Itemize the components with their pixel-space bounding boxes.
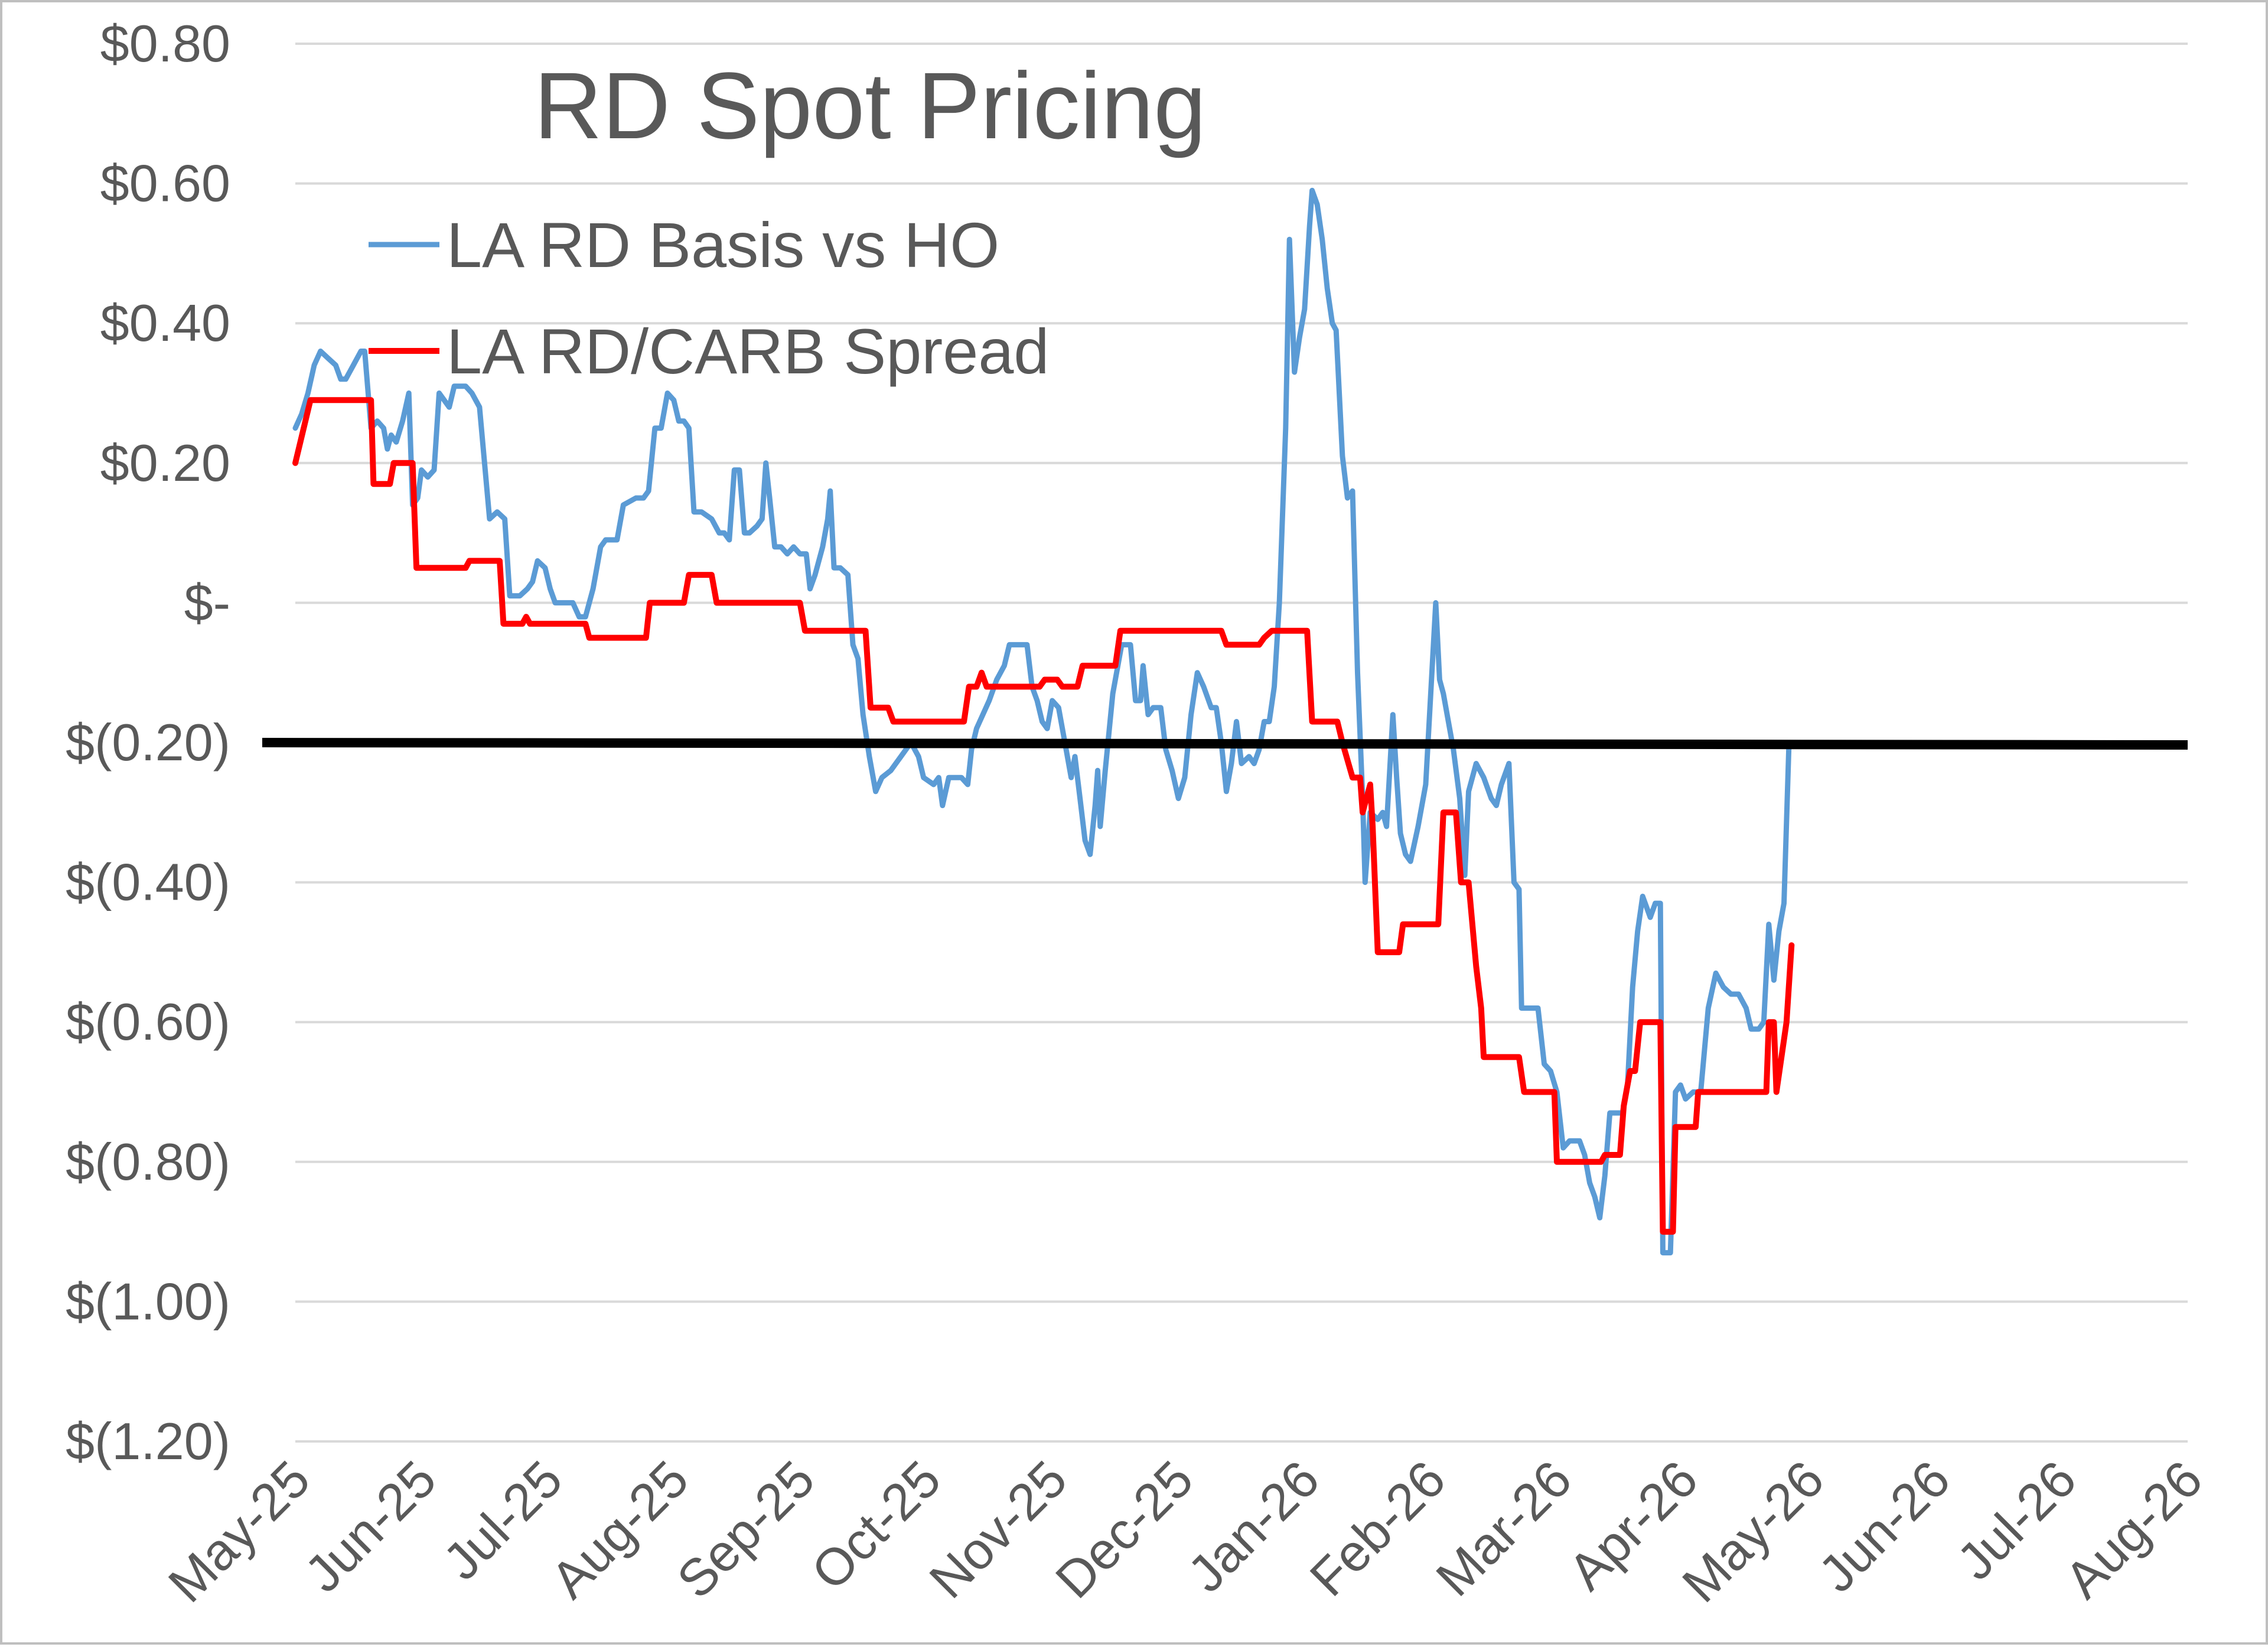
x-tick-label: Mar-26: [1425, 1449, 1582, 1607]
reference-line: [262, 738, 2188, 750]
y-tick-label: $0.40: [100, 294, 230, 352]
series-line-1: [292, 187, 1795, 1256]
chart-title: RD Spot Pricing: [534, 53, 1206, 158]
x-tick-label: Sep-25: [666, 1449, 826, 1609]
x-tick-label: Aug-25: [540, 1449, 700, 1609]
x-tick-label: Jun-26: [1807, 1449, 1961, 1603]
series-line-2: [292, 397, 1795, 1235]
legend: LA RD Basis vs HO LA RD/CARB Spread: [369, 209, 1049, 387]
y-tick-label: $(0.40): [66, 853, 230, 912]
series-lines: [292, 187, 1795, 1256]
x-tick-label: Nov-25: [918, 1449, 1078, 1609]
y-axis: $0.80 $0.60 $0.40 $0.20 $- $(0.20) $(0.40) $(0.…: [66, 14, 230, 1470]
x-tick-label: Aug-26: [2054, 1449, 2214, 1609]
y-tick-label: $(0.80): [66, 1132, 230, 1191]
legend-label: LA RD Basis vs HO: [447, 209, 999, 281]
x-tick-label: May-26: [1671, 1449, 1834, 1613]
y-tick-label: $(1.20): [66, 1412, 230, 1470]
x-axis: May-25Jun-25Jul-25Aug-25Sep-25Oct-25Nov-…: [157, 1449, 2213, 1613]
y-tick-label: $0.20: [100, 434, 230, 492]
y-tick-label: $(1.00): [66, 1272, 230, 1330]
x-tick-label: Dec-25: [1044, 1449, 1204, 1609]
x-tick-label: Jun-25: [294, 1449, 447, 1603]
legend-label: LA RD/CARB Spread: [447, 315, 1049, 387]
x-tick-label: Jan-26: [1177, 1449, 1330, 1603]
y-tick-label: $0.60: [100, 154, 230, 213]
x-tick-label: May-25: [157, 1449, 321, 1613]
reference-line-group: [262, 738, 2188, 750]
y-tick-label: $(0.60): [66, 992, 230, 1051]
x-tick-label: Feb-26: [1299, 1449, 1456, 1607]
y-tick-label: $-: [184, 573, 230, 632]
y-tick-label: $0.80: [100, 14, 230, 73]
y-tick-label: $(0.20): [66, 713, 230, 772]
